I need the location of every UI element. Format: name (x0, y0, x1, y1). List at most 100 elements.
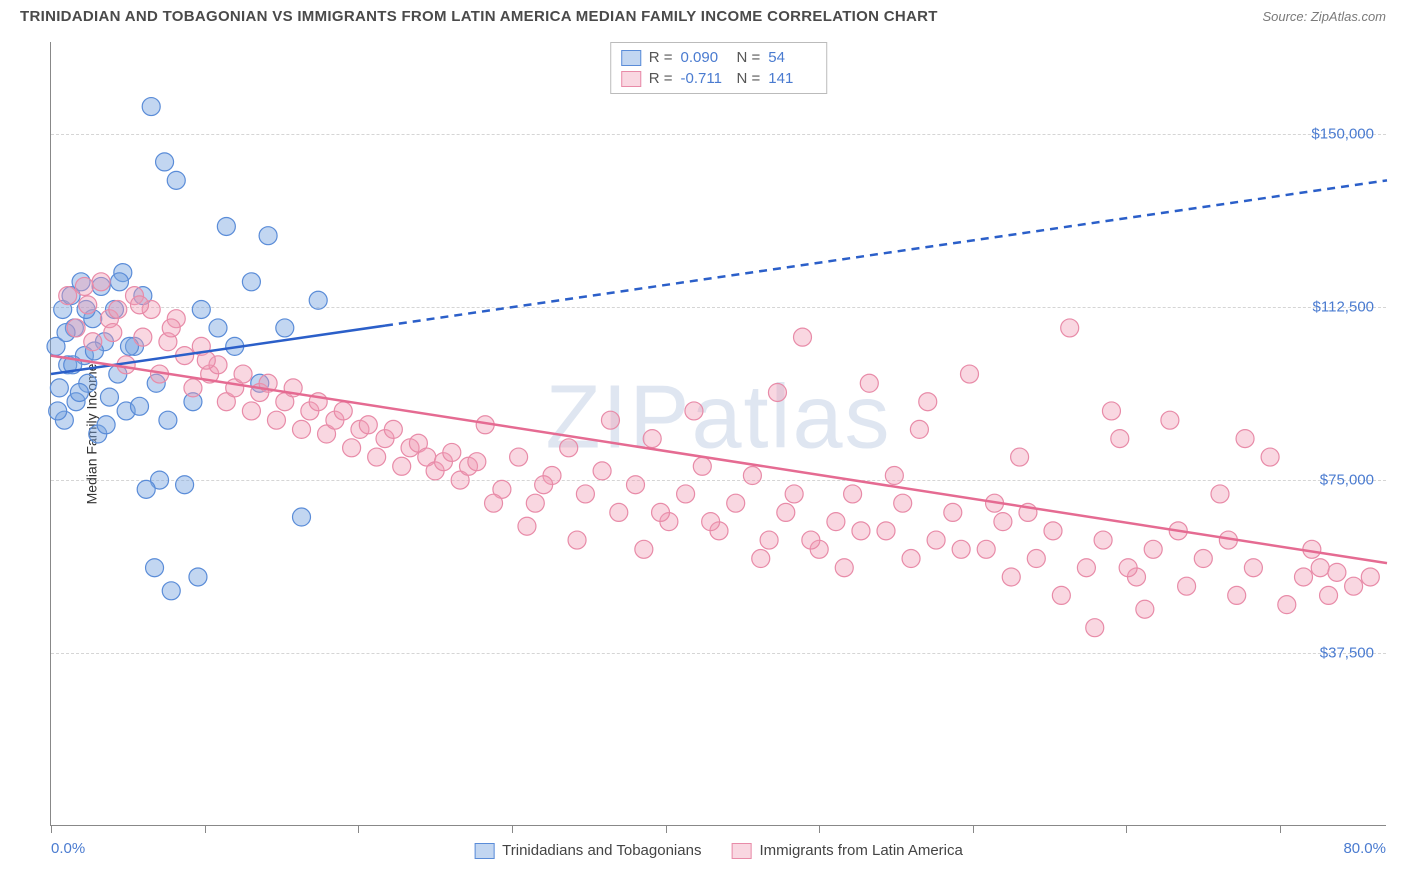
data-point (777, 503, 795, 521)
data-point (167, 171, 185, 189)
r-value-2: -0.711 (681, 70, 729, 87)
data-point (794, 328, 812, 346)
data-point (146, 559, 164, 577)
chart-title: TRINIDADIAN AND TOBAGONIAN VS IMMIGRANTS… (20, 8, 938, 25)
data-point (1345, 577, 1363, 595)
data-point (1002, 568, 1020, 586)
data-point (1228, 586, 1246, 604)
stats-row-series-1: R = 0.090 N = 54 (621, 47, 817, 68)
data-point (1052, 586, 1070, 604)
data-point (768, 383, 786, 401)
x-tick (512, 825, 513, 833)
data-point (1102, 402, 1120, 420)
data-point (1311, 559, 1329, 577)
data-point (1144, 540, 1162, 558)
data-point (944, 503, 962, 521)
data-point (894, 494, 912, 512)
data-point (760, 531, 778, 549)
data-point (234, 365, 252, 383)
data-point (368, 448, 386, 466)
data-point (835, 559, 853, 577)
x-tick (1280, 825, 1281, 833)
n-value-1: 54 (768, 49, 816, 66)
x-tick (666, 825, 667, 833)
data-point (535, 476, 553, 494)
data-point (334, 402, 352, 420)
data-point (693, 457, 711, 475)
data-point (1211, 485, 1229, 503)
swatch-series-1 (621, 50, 641, 66)
data-point (443, 443, 461, 461)
data-point (677, 485, 695, 503)
data-point (70, 383, 88, 401)
data-point (137, 480, 155, 498)
data-point (1261, 448, 1279, 466)
data-point (242, 273, 260, 291)
data-point (785, 485, 803, 503)
data-point (79, 296, 97, 314)
data-point (50, 379, 68, 397)
data-point (1361, 568, 1379, 586)
data-point (1027, 550, 1045, 568)
data-point (1061, 319, 1079, 337)
data-point (1136, 600, 1154, 618)
data-point (994, 513, 1012, 531)
data-point (643, 430, 661, 448)
legend-item-2: Immigrants from Latin America (731, 842, 962, 859)
data-point (92, 273, 110, 291)
data-point (159, 411, 177, 429)
x-tick (1126, 825, 1127, 833)
data-point (652, 503, 670, 521)
data-point (131, 296, 149, 314)
legend-swatch-1 (474, 843, 494, 859)
data-point (727, 494, 745, 512)
data-point (1111, 430, 1129, 448)
n-value-2: 141 (768, 70, 816, 87)
data-point (142, 98, 160, 116)
n-label-2: N = (737, 70, 761, 87)
data-point (276, 319, 294, 337)
data-point (109, 300, 127, 318)
data-point (1194, 550, 1212, 568)
data-point (197, 351, 215, 369)
data-point (75, 277, 93, 295)
data-point (510, 448, 528, 466)
data-point (743, 467, 761, 485)
data-point (877, 522, 895, 540)
data-point (293, 420, 311, 438)
data-point (1244, 559, 1262, 577)
data-point (1044, 522, 1062, 540)
data-point (593, 462, 611, 480)
data-point (59, 287, 77, 305)
legend-label-1: Trinidadians and Tobagonians (502, 842, 701, 859)
legend-item-1: Trinidadians and Tobagonians (474, 842, 701, 859)
x-axis-min-label: 0.0% (51, 840, 85, 857)
x-tick (205, 825, 206, 833)
data-point (384, 420, 402, 438)
data-point (162, 319, 180, 337)
data-point (610, 503, 628, 521)
data-point (852, 522, 870, 540)
data-point (1077, 559, 1095, 577)
r-label-2: R = (649, 70, 673, 87)
data-point (259, 227, 277, 245)
data-point (100, 388, 118, 406)
data-point (802, 531, 820, 549)
data-point (1086, 619, 1104, 637)
x-tick (973, 825, 974, 833)
data-point (568, 531, 586, 549)
n-label-1: N = (737, 49, 761, 66)
data-point (468, 453, 486, 471)
data-point (910, 420, 928, 438)
data-point (104, 324, 122, 342)
data-point (67, 319, 85, 337)
data-point (293, 508, 311, 526)
r-value-1: 0.090 (681, 49, 729, 66)
data-point (685, 402, 703, 420)
data-point (110, 273, 128, 291)
data-point (902, 550, 920, 568)
data-point (97, 416, 115, 434)
bottom-legend: Trinidadians and Tobagonians Immigrants … (474, 842, 963, 859)
x-tick (819, 825, 820, 833)
data-point (485, 494, 503, 512)
